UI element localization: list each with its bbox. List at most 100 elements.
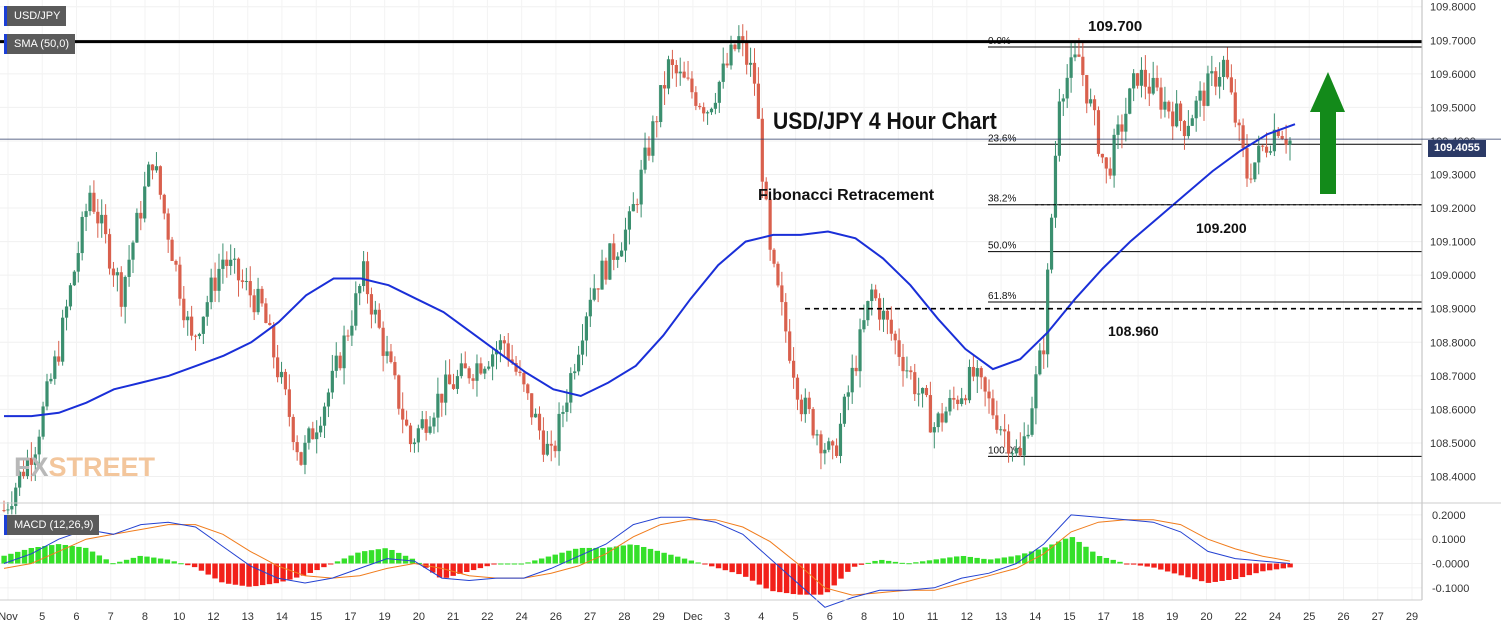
symbol-label: USD/JPY bbox=[14, 10, 61, 22]
candle-body bbox=[471, 378, 475, 381]
time-tick-label: 6 bbox=[73, 611, 79, 623]
macd-histogram-bar bbox=[1083, 546, 1089, 564]
macd-histogram-bar bbox=[171, 561, 177, 564]
candle-body bbox=[268, 322, 272, 326]
candle-body bbox=[1186, 125, 1190, 137]
candle-body bbox=[279, 371, 284, 378]
candle-body bbox=[100, 214, 104, 224]
candle-body bbox=[397, 375, 401, 409]
time-tick-label: 22 bbox=[481, 611, 493, 623]
candle-body bbox=[983, 377, 987, 392]
symbol-tag[interactable]: USD/JPY bbox=[4, 6, 67, 26]
candle-body bbox=[1159, 87, 1163, 110]
macd-histogram-bar bbox=[566, 550, 572, 564]
candle-body bbox=[440, 393, 444, 403]
candle-body bbox=[1116, 124, 1120, 135]
candle-body bbox=[940, 413, 944, 423]
candle-body bbox=[1003, 429, 1007, 432]
up-arrow-icon bbox=[1310, 72, 1345, 194]
macd-histogram-bar bbox=[191, 563, 198, 568]
time-tick-label: 10 bbox=[892, 611, 904, 623]
time-tick-label: 21 bbox=[447, 611, 459, 623]
candle-body bbox=[346, 335, 350, 337]
candle-body bbox=[956, 399, 960, 404]
candle-body bbox=[1143, 69, 1147, 87]
macd-histogram-bar bbox=[1015, 555, 1021, 564]
time-tick-label: 10 bbox=[173, 611, 185, 623]
candle-body bbox=[694, 92, 698, 106]
candle-body bbox=[987, 391, 991, 399]
macd-histogram-bar bbox=[525, 562, 531, 564]
macd-histogram-bar bbox=[484, 563, 490, 567]
candle-body bbox=[795, 377, 800, 400]
macd-histogram-bar bbox=[1280, 563, 1286, 569]
macd-histogram-bar bbox=[1090, 551, 1096, 564]
macd-histogram-bar bbox=[1171, 563, 1178, 574]
macd-histogram-bar bbox=[709, 563, 715, 567]
sma-tag[interactable]: SMA (50,0) bbox=[4, 34, 76, 54]
macd-histogram-bar bbox=[606, 547, 613, 564]
candle-body bbox=[1214, 71, 1218, 87]
candle-body bbox=[84, 211, 88, 217]
candle-body bbox=[92, 192, 96, 212]
time-tick-label: 8 bbox=[142, 611, 148, 623]
candle-body bbox=[1276, 129, 1280, 137]
candle-body bbox=[432, 417, 436, 427]
candle-body bbox=[315, 432, 319, 440]
candle-body bbox=[655, 121, 659, 123]
macd-histogram-bar bbox=[858, 563, 865, 565]
macd-tick-label: 0.1000 bbox=[1432, 534, 1466, 546]
macd-histogram-bar bbox=[1069, 537, 1076, 564]
price-tick-label: 108.7000 bbox=[1430, 371, 1476, 383]
candle-body bbox=[393, 362, 397, 376]
candle-body bbox=[1221, 59, 1226, 77]
candle-body bbox=[1096, 110, 1101, 154]
candle-body bbox=[252, 295, 256, 313]
time-tick-label: 26 bbox=[1337, 611, 1349, 623]
candle-body bbox=[838, 423, 843, 456]
candle-body bbox=[193, 335, 198, 337]
time-tick-label: 15 bbox=[310, 611, 322, 623]
macd-histogram-bar bbox=[198, 563, 205, 571]
candle-body bbox=[1284, 139, 1288, 145]
candle-body bbox=[1171, 111, 1175, 127]
macd-histogram-bar bbox=[1001, 557, 1008, 564]
candle-body bbox=[885, 310, 889, 320]
macd-histogram-bar bbox=[899, 562, 905, 564]
price-tick-label: 109.2000 bbox=[1430, 203, 1476, 215]
macd-histogram-bar bbox=[1266, 563, 1273, 571]
candle-body bbox=[1206, 73, 1210, 106]
macd-histogram-bar bbox=[430, 563, 436, 573]
candle-body bbox=[725, 63, 729, 66]
candle-body bbox=[467, 368, 471, 379]
macd-histogram-bar bbox=[1239, 563, 1246, 578]
macd-histogram-bar bbox=[225, 563, 232, 584]
candle-body bbox=[1194, 100, 1198, 119]
candle-body bbox=[917, 393, 921, 395]
candle-body bbox=[1085, 75, 1089, 104]
candle-body bbox=[588, 299, 592, 317]
candle-body bbox=[1288, 140, 1292, 145]
candle-body bbox=[1053, 155, 1058, 218]
candle-body bbox=[537, 413, 542, 431]
macd-histogram-bar bbox=[885, 560, 892, 564]
macd-histogram-bar bbox=[1212, 563, 1218, 582]
macd-histogram-bar bbox=[1076, 541, 1082, 564]
candle-body bbox=[326, 392, 331, 407]
macd-tag[interactable]: MACD (12,26,9) bbox=[4, 515, 100, 535]
candle-body bbox=[1229, 77, 1233, 93]
candle-body bbox=[1034, 374, 1038, 409]
candle-body bbox=[760, 118, 764, 182]
time-tick-label: 12 bbox=[207, 611, 219, 623]
time-tick-label: 5 bbox=[39, 611, 45, 623]
candle-body bbox=[647, 147, 651, 156]
macd-histogram-bar bbox=[205, 563, 211, 575]
macd-histogram-bar bbox=[287, 563, 293, 580]
candle-body bbox=[819, 434, 823, 454]
candle-body bbox=[623, 229, 628, 251]
candle-body bbox=[209, 277, 213, 303]
macd-histogram-bar bbox=[1164, 563, 1171, 572]
macd-histogram-bar bbox=[851, 563, 858, 567]
candle-body bbox=[166, 213, 170, 240]
